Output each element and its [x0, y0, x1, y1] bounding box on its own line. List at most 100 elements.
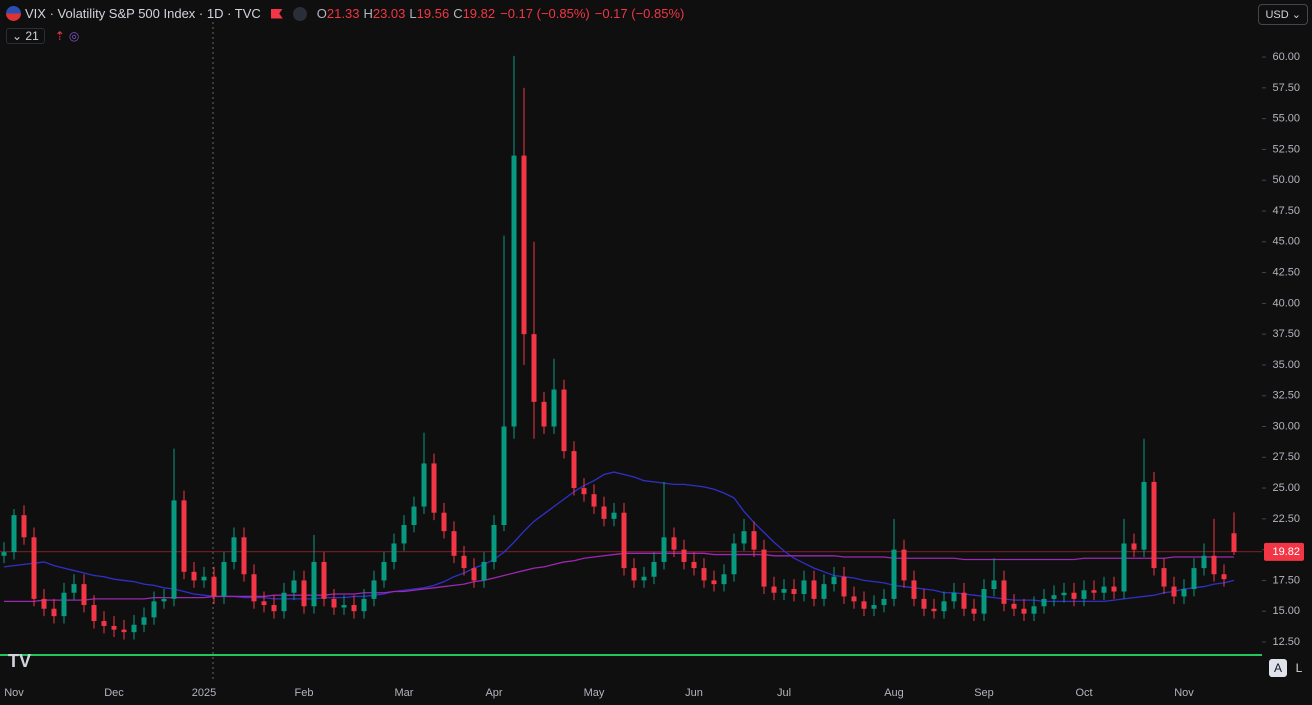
flag-marker[interactable] [270, 8, 283, 19]
candle-body [21, 515, 27, 538]
y-tick-label: 12.50 [1272, 636, 1300, 648]
candle-body [1231, 533, 1237, 552]
candle-body [101, 621, 107, 626]
candle-body [161, 598, 167, 602]
candle-body [1191, 568, 1197, 590]
candle-body [261, 601, 267, 606]
currency-selector[interactable]: USD ⌄ [1258, 4, 1308, 25]
candle-body [741, 531, 747, 544]
x-tick-label: Dec [104, 687, 124, 699]
y-tick-label: 50.00 [1272, 174, 1300, 186]
ohlc-value: 23.03 [372, 6, 406, 21]
candle-body [191, 571, 197, 581]
candle-body [471, 568, 477, 581]
candle-body [1121, 543, 1127, 592]
candle-body [271, 605, 277, 612]
x-tick-label: Jun [685, 687, 703, 699]
candle-body [781, 589, 787, 593]
y-tick-label: 47.50 [1272, 205, 1300, 217]
candle-body [361, 598, 367, 612]
indicator-toggle[interactable]: ⌄ 21 [6, 28, 45, 44]
y-tick-label: 40.00 [1272, 297, 1300, 309]
candle-body [331, 598, 337, 608]
candle-body [321, 561, 327, 599]
change: −0.17 (−0.85%) [500, 6, 590, 21]
candle-body [1031, 606, 1037, 614]
candle-body [81, 584, 87, 606]
candle-body [1051, 595, 1057, 599]
candle-body [721, 574, 727, 585]
candle-body [341, 605, 347, 608]
candle-body [671, 537, 677, 550]
candle-body [1151, 481, 1157, 569]
logo: TV [8, 651, 31, 671]
x-tick-label: Oct [1075, 687, 1092, 699]
y-tick-label: 22.50 [1272, 513, 1300, 525]
indicator-row: ⌄ 21 ⇡ ◎ [6, 28, 79, 44]
candle-body [411, 506, 417, 526]
candle-body [351, 605, 357, 612]
y-tick-label: 60.00 [1272, 51, 1300, 63]
candle-body [941, 601, 947, 612]
candle-body [751, 531, 757, 550]
candle-body [971, 608, 977, 614]
candle-body [641, 576, 647, 581]
candle-body [171, 500, 177, 599]
candle-body [991, 580, 997, 590]
candle-body [861, 601, 867, 609]
candle-body [431, 463, 437, 513]
candle-body [1021, 608, 1027, 614]
candle-body [381, 561, 387, 581]
x-tick-label: Nov [4, 687, 24, 699]
candle-body [1111, 586, 1117, 592]
candle-body [1221, 574, 1227, 580]
candle-body [401, 525, 407, 544]
y-tick-label: 42.50 [1272, 266, 1300, 278]
candle-body [1211, 555, 1217, 575]
candle-body [651, 561, 657, 577]
candle-body [121, 629, 127, 633]
currency: USD [1265, 9, 1289, 21]
candle-body [791, 589, 797, 594]
candle-body [951, 592, 957, 602]
ohlc-label: O [316, 6, 327, 21]
indicator-icon[interactable]: ◎ [68, 29, 80, 43]
candle-body [241, 537, 247, 575]
moving-average [3, 471, 1235, 603]
candle-body [1171, 586, 1177, 597]
y-tick-label: 32.50 [1272, 390, 1300, 402]
x-tick-label: Jul [777, 687, 791, 699]
last-price-label: 19.82 [1272, 546, 1300, 558]
candle-body [91, 605, 97, 622]
indicator-icon[interactable]: ⇡ [54, 29, 65, 43]
candle-body [771, 586, 777, 593]
candle-body [31, 537, 37, 599]
log-button[interactable]: L [1295, 661, 1303, 675]
candle-body [501, 426, 507, 526]
candle-body [391, 543, 397, 562]
candle-body [1011, 603, 1017, 609]
candle-body [1041, 598, 1047, 607]
y-tick-label: 57.50 [1272, 82, 1300, 94]
candle-body [371, 580, 377, 599]
y-tick-label: 27.50 [1272, 451, 1300, 463]
candle-body [561, 389, 567, 452]
candle-body [831, 576, 837, 585]
candle-body [811, 580, 817, 599]
candle-body [1, 552, 7, 556]
candle-body [281, 592, 287, 612]
y-tick-label: 52.50 [1272, 143, 1300, 155]
candle-body [871, 605, 877, 609]
candle-body [821, 584, 827, 599]
candle-body [111, 625, 117, 630]
candle-body [491, 525, 497, 562]
ohlc-label: L [409, 6, 417, 21]
candle-body [551, 389, 557, 427]
candle-body [421, 463, 427, 507]
candle-body [621, 512, 627, 569]
candle-body [1001, 580, 1007, 604]
candle-body [761, 549, 767, 587]
auto-button[interactable]: A [1269, 659, 1287, 677]
